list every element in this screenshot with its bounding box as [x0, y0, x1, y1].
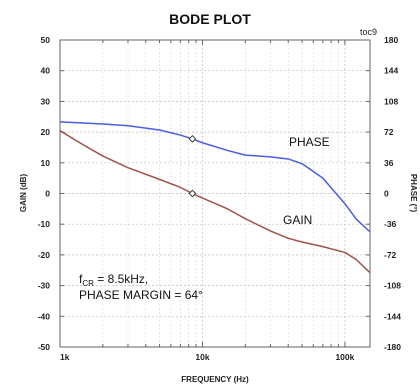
series-line-phase	[59, 121, 371, 233]
axis-ticks: 1k 10k 100k 50 180 40 144 30 108 20 72 10 36 0 0 -10 -36…	[38, 35, 402, 362]
y-tick-label-phase: -144	[384, 311, 401, 321]
y-tick-label-gain: -30	[38, 281, 51, 291]
crossover-value: = 8.5kHz,	[94, 272, 148, 286]
y-tick-label-gain: -50	[38, 342, 51, 352]
figure-tag: toc9	[360, 27, 377, 37]
y-tick-label-phase: 144	[384, 66, 398, 76]
crossover-frequency-label: fCR = 8.5kHz,	[79, 272, 148, 288]
y-tick-label-phase: 0	[384, 189, 389, 199]
y-tick-label-phase: 108	[384, 96, 398, 106]
y-tick-label-gain: 20	[41, 127, 51, 137]
y-tick-label-gain: 0	[45, 189, 50, 199]
y-tick-label-phase: -180	[384, 342, 401, 352]
y-tick-label-gain: -10	[38, 219, 51, 229]
series-label-phase: PHASE	[289, 135, 330, 149]
x-axis-label: FREQUENCY (Hz)	[181, 375, 249, 384]
y-tick-label-phase: -72	[384, 250, 397, 260]
x-tick-label: 100k	[335, 352, 354, 362]
phase-margin-label: PHASE MARGIN = 64°	[79, 288, 203, 302]
crossover-marker	[188, 135, 197, 143]
crossover-symbol: f	[79, 272, 83, 286]
y-tick-label-gain: -20	[38, 250, 51, 260]
y-tick-label-gain: 50	[41, 35, 51, 45]
y-tick-label-phase: 72	[384, 127, 394, 137]
series-layer	[59, 121, 371, 274]
grid-lines	[60, 40, 370, 347]
crossover-subscript: CR	[82, 279, 94, 288]
series-label-gain: GAIN	[283, 213, 312, 227]
y-tick-label-phase: 180	[384, 35, 398, 45]
y-tick-label-gain: 40	[41, 66, 51, 76]
y-tick-label-gain: 30	[41, 96, 51, 106]
y-tick-label-gain: -40	[38, 311, 51, 321]
x-tick-label: 1k	[60, 352, 70, 362]
y-tick-label-phase: -108	[384, 281, 401, 291]
x-tick-label: 10k	[195, 352, 209, 362]
y-tick-label-phase: -36	[384, 219, 397, 229]
y-axis-label-phase: PHASE (°)	[409, 174, 418, 213]
crossover-marker	[188, 189, 197, 198]
chart-title: BODE PLOT	[169, 11, 251, 27]
series-line-gain	[59, 129, 371, 274]
y-axis-label-gain: GAIN (dB)	[19, 174, 28, 213]
y-tick-label-gain: 10	[41, 158, 51, 168]
y-tick-label-phase: 36	[384, 158, 394, 168]
